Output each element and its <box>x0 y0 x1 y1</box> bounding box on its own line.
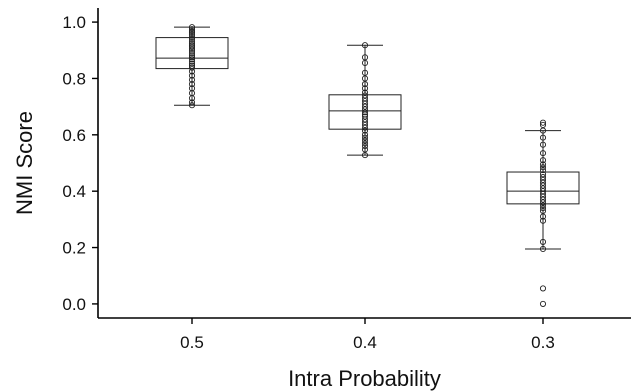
data-point <box>188 45 196 52</box>
y-tick-label: 0.6 <box>62 126 86 145</box>
box-group-0-5 <box>155 24 229 109</box>
data-point <box>188 76 196 83</box>
data-point <box>188 58 196 65</box>
data-point <box>539 166 547 174</box>
data-point <box>539 141 547 148</box>
y-ticks: 0.0 0.2 0.4 0.6 0.8 1.0 <box>62 13 98 314</box>
x-tick-label: 0.5 <box>180 333 204 352</box>
data-point <box>188 72 196 79</box>
data-point <box>188 47 196 54</box>
data-point <box>539 213 547 220</box>
data-point <box>361 152 369 159</box>
plot-area <box>155 24 580 307</box>
y-tick-label: 0.2 <box>62 239 86 258</box>
data-point <box>188 31 196 38</box>
data-point <box>361 59 369 67</box>
data-point <box>188 33 196 41</box>
data-point <box>539 217 547 224</box>
data-point <box>188 68 196 75</box>
box-group-0-3 <box>506 119 580 307</box>
data-point <box>361 127 369 134</box>
data-point <box>361 124 369 131</box>
data-point <box>539 238 547 245</box>
x-tick-label: 0.4 <box>353 333 377 352</box>
data-point <box>539 205 547 212</box>
data-point <box>188 54 196 61</box>
data-point <box>188 28 196 35</box>
y-tick-label: 0.0 <box>62 295 86 314</box>
data-point <box>188 29 196 36</box>
data-point <box>188 64 196 71</box>
data-point <box>539 164 547 171</box>
data-point <box>188 56 196 63</box>
data-point <box>539 127 547 134</box>
data-point <box>361 109 369 116</box>
y-tick-label: 1.0 <box>62 13 86 32</box>
data-point <box>539 150 547 157</box>
data-point <box>188 102 196 109</box>
y-axis-title: NMI Score <box>12 111 37 215</box>
data-point <box>539 285 547 292</box>
box-group-0-4 <box>328 42 402 159</box>
data-point <box>188 35 196 43</box>
data-point <box>539 157 547 164</box>
y-tick-label: 0.4 <box>62 182 86 201</box>
data-point <box>188 52 196 59</box>
data-point <box>188 99 196 106</box>
x-tick-label: 0.3 <box>531 333 555 352</box>
data-point <box>188 43 196 50</box>
data-point <box>361 140 369 147</box>
data-point <box>361 42 369 49</box>
data-point <box>361 85 369 92</box>
data-point <box>539 134 547 141</box>
data-point <box>539 245 547 253</box>
x-axis-title: Intra Probability <box>288 366 441 391</box>
data-point <box>361 81 369 88</box>
data-point <box>539 300 547 307</box>
data-point <box>361 143 369 150</box>
data-point <box>188 50 196 57</box>
data-point <box>188 95 196 102</box>
data-point <box>188 81 196 88</box>
data-point <box>188 60 196 67</box>
data-point <box>539 119 547 126</box>
y-tick-label: 0.8 <box>62 69 86 88</box>
x-ticks: 0.5 0.4 0.3 <box>180 318 555 352</box>
